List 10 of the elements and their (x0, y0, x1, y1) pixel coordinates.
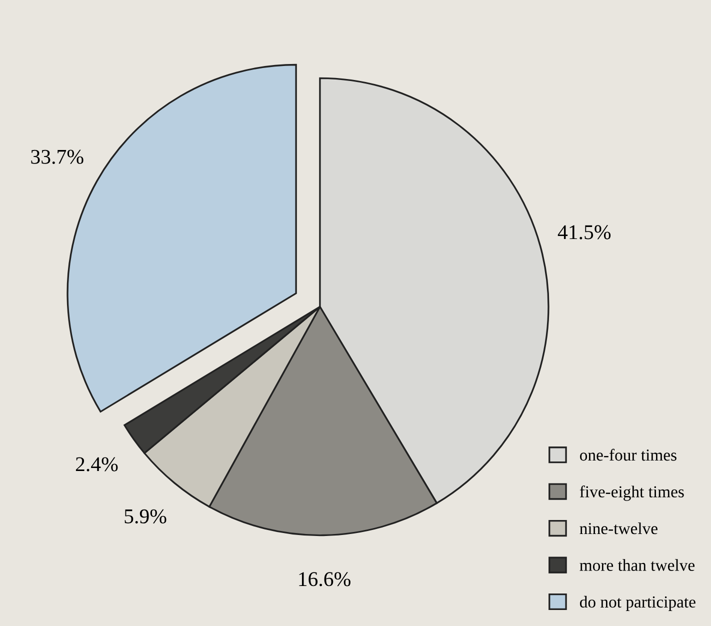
legend-label: more than twelve (580, 559, 694, 571)
data-label: 16.6% (299, 572, 350, 586)
legend-label: five-eight times (580, 486, 684, 501)
legend-label: nine-twelve (580, 522, 658, 534)
data-label: 5.9% (124, 509, 166, 524)
legend-label: one-four times (580, 448, 676, 461)
data-label: 33.7% (31, 150, 84, 164)
data-label: 2.4% (76, 457, 118, 472)
legend-label: do not participate (580, 596, 696, 611)
data-label: 41.5% (558, 225, 611, 240)
